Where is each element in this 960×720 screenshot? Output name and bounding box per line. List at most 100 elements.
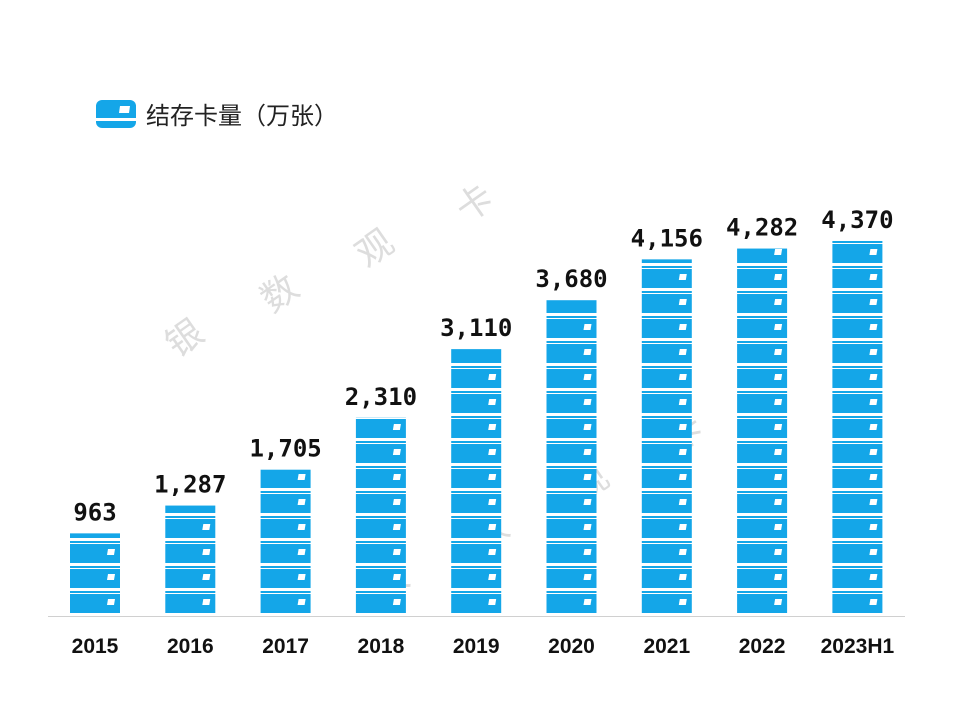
card-chip-icon xyxy=(869,374,878,380)
card-chip-icon xyxy=(583,599,592,605)
bar-2019 xyxy=(451,349,502,616)
card-chip-icon xyxy=(774,599,783,605)
card-chip-icon xyxy=(678,549,687,555)
card-chip-icon xyxy=(297,474,306,480)
card-chip-icon xyxy=(297,524,306,530)
card-chip-icon xyxy=(869,499,878,505)
card-chip-icon xyxy=(869,274,878,280)
card-chip-icon xyxy=(774,424,783,430)
bar xyxy=(737,248,788,616)
card-chip-icon xyxy=(678,424,687,430)
card-chip-icon xyxy=(678,574,687,580)
card-chip-icon xyxy=(488,524,497,530)
bar xyxy=(451,349,502,616)
card-chip-icon xyxy=(774,549,783,555)
card-chip-icon xyxy=(678,599,687,605)
card-chip-icon xyxy=(488,474,497,480)
card-chip-icon xyxy=(583,349,592,355)
x-tick-label: 2018 xyxy=(358,635,405,658)
legend-label: 结存卡量（万张） xyxy=(146,102,338,130)
card-chip-icon xyxy=(583,574,592,580)
card-chip-icon xyxy=(202,524,211,530)
card-chip-icon xyxy=(392,449,401,455)
card-chip-icon xyxy=(678,299,687,305)
bar xyxy=(355,417,406,616)
card-chip-icon xyxy=(488,499,497,505)
card-chip-icon xyxy=(297,499,306,505)
card-chip-icon xyxy=(869,249,878,255)
card-chip-icon xyxy=(488,424,497,430)
bar-2018 xyxy=(355,417,406,616)
card-chip-icon xyxy=(488,549,497,555)
card-chip-icon xyxy=(678,349,687,355)
card-chip-icon xyxy=(297,574,306,580)
card-chip-icon xyxy=(869,549,878,555)
data-label: 1,705 xyxy=(249,435,321,463)
data-label: 3,110 xyxy=(440,314,512,342)
card-chip-icon xyxy=(202,574,211,580)
card-chip-icon xyxy=(869,349,878,355)
card-chip-icon xyxy=(392,574,401,580)
card-chip-icon xyxy=(869,574,878,580)
card-chip-icon xyxy=(392,549,401,555)
bar xyxy=(70,533,120,616)
data-label: 3,680 xyxy=(535,265,607,293)
x-tick-label: 2021 xyxy=(643,635,690,658)
card-chip-icon xyxy=(774,399,783,405)
card-chip-icon xyxy=(678,474,687,480)
bar-2021 xyxy=(641,259,692,616)
card-chip-icon xyxy=(869,599,878,605)
x-tick-label: 2019 xyxy=(453,635,500,658)
card-chip-icon xyxy=(583,449,592,455)
bar xyxy=(260,469,311,616)
card-chip-icon xyxy=(107,599,115,605)
card-chip-icon xyxy=(488,599,497,605)
bar xyxy=(546,300,597,616)
card-chip-icon xyxy=(869,399,878,405)
card-chip-icon xyxy=(774,449,783,455)
card-chip-icon xyxy=(583,374,592,380)
card-chip-icon xyxy=(392,599,401,605)
card-chip-icon xyxy=(869,524,878,530)
card-chip-icon xyxy=(392,474,401,480)
card-chip-icon xyxy=(107,574,115,580)
card-chip-icon xyxy=(583,399,592,405)
legend: 结存卡量（万张） xyxy=(96,96,338,131)
card-chip-icon xyxy=(583,549,592,555)
bar-2016 xyxy=(165,505,216,616)
card-chip-icon xyxy=(774,374,783,380)
x-tick-label: 2020 xyxy=(548,635,595,658)
data-label: 2,310 xyxy=(345,383,417,411)
card-chip-icon xyxy=(869,474,878,480)
card-chip-icon xyxy=(678,274,687,280)
card-chip-icon xyxy=(774,349,783,355)
card-chip-icon xyxy=(678,499,687,505)
card-chip-icon xyxy=(202,599,211,605)
card-chip-icon xyxy=(488,374,497,380)
card-chip-icon xyxy=(774,524,783,530)
card-chip-icon xyxy=(774,299,783,305)
card-chip-icon xyxy=(488,449,497,455)
card-chip-icon xyxy=(583,474,592,480)
data-label: 4,156 xyxy=(631,224,703,252)
x-tick-label: 2023H1 xyxy=(821,635,895,658)
x-tick-label: 2017 xyxy=(262,635,309,658)
card-chip-icon xyxy=(202,549,211,555)
data-label: 4,282 xyxy=(726,214,798,242)
card-chip-icon xyxy=(774,574,783,580)
bar-2017 xyxy=(260,469,311,616)
card-chip-icon xyxy=(774,474,783,480)
card-chip-icon xyxy=(869,324,878,330)
card-chip-icon xyxy=(869,449,878,455)
card-chip-icon xyxy=(583,324,592,330)
card-chip-icon xyxy=(678,399,687,405)
card-chip-icon xyxy=(392,524,401,530)
bar xyxy=(165,505,216,616)
card-chip-icon xyxy=(678,374,687,380)
card-chip-icon xyxy=(774,499,783,505)
card-chip-icon xyxy=(678,524,687,530)
card-chip-icon xyxy=(678,449,687,455)
card-chip-icon xyxy=(488,399,497,405)
